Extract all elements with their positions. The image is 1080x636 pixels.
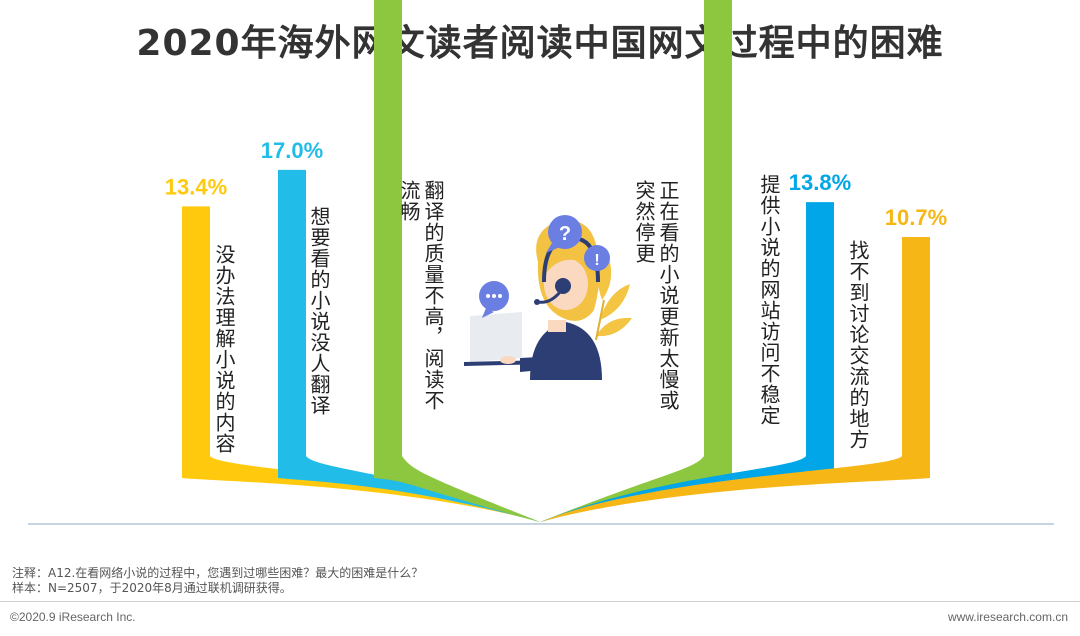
label-cannot-understand: 没办法理解小说的内容 [212,244,236,454]
ribbon-bar-3 [540,0,732,522]
question-bubble-icon: ? [546,215,582,253]
exclamation-bubble-icon: ! [584,245,610,271]
value-label-0: 13.4% [165,174,227,199]
ribbon-bar-1 [278,169,540,523]
label-unstable-site: 提供小说的网站访问不稳定 [757,174,781,426]
website-url: www.iresearch.com.cn [947,610,1068,624]
chart-title: 2020年海外网文读者阅读中国网文过程中的困难 [136,23,944,64]
label-no-discussion: 找不到讨论交流的地方 [846,240,870,450]
label-poor-translation-1: 翻译的质量不高，阅读不 [421,180,445,411]
ribbon-bar-2 [374,0,540,522]
note-sample: 样本：N=2507，于2020年8月通过联机调研获得。 [12,581,292,595]
label-poor-translation-2: 流畅 [397,180,421,222]
label-slow-update-2: 突然停更 [632,180,656,264]
note-question: 注释：A12.在看网络小说的过程中，您遇到过哪些困难？最大的困难是什么？ [12,566,424,580]
label-no-translation: 想要看的小说没人翻译 [307,206,331,416]
notes: 注释：A12.在看网络小说的过程中，您遇到过哪些困难？最大的困难是什么？ 样本：… [12,566,423,596]
value-label-1: 17.0% [261,138,323,163]
ellipsis-bubble-icon [479,281,509,318]
copyright: ©2020.9 iResearch Inc. [10,610,136,624]
book-chart: 13.4%17.0%60.7%54.6%13.8%10.7% [165,0,947,523]
svg-text:!: ! [594,252,599,269]
label-slow-update-1: 正在看的小说更新太慢或 [656,180,680,411]
value-label-5: 10.7% [885,205,947,230]
value-label-4: 13.8% [789,170,851,195]
svg-text:?: ? [559,223,571,245]
baseline [28,523,1054,525]
footer-divider [0,601,1080,602]
